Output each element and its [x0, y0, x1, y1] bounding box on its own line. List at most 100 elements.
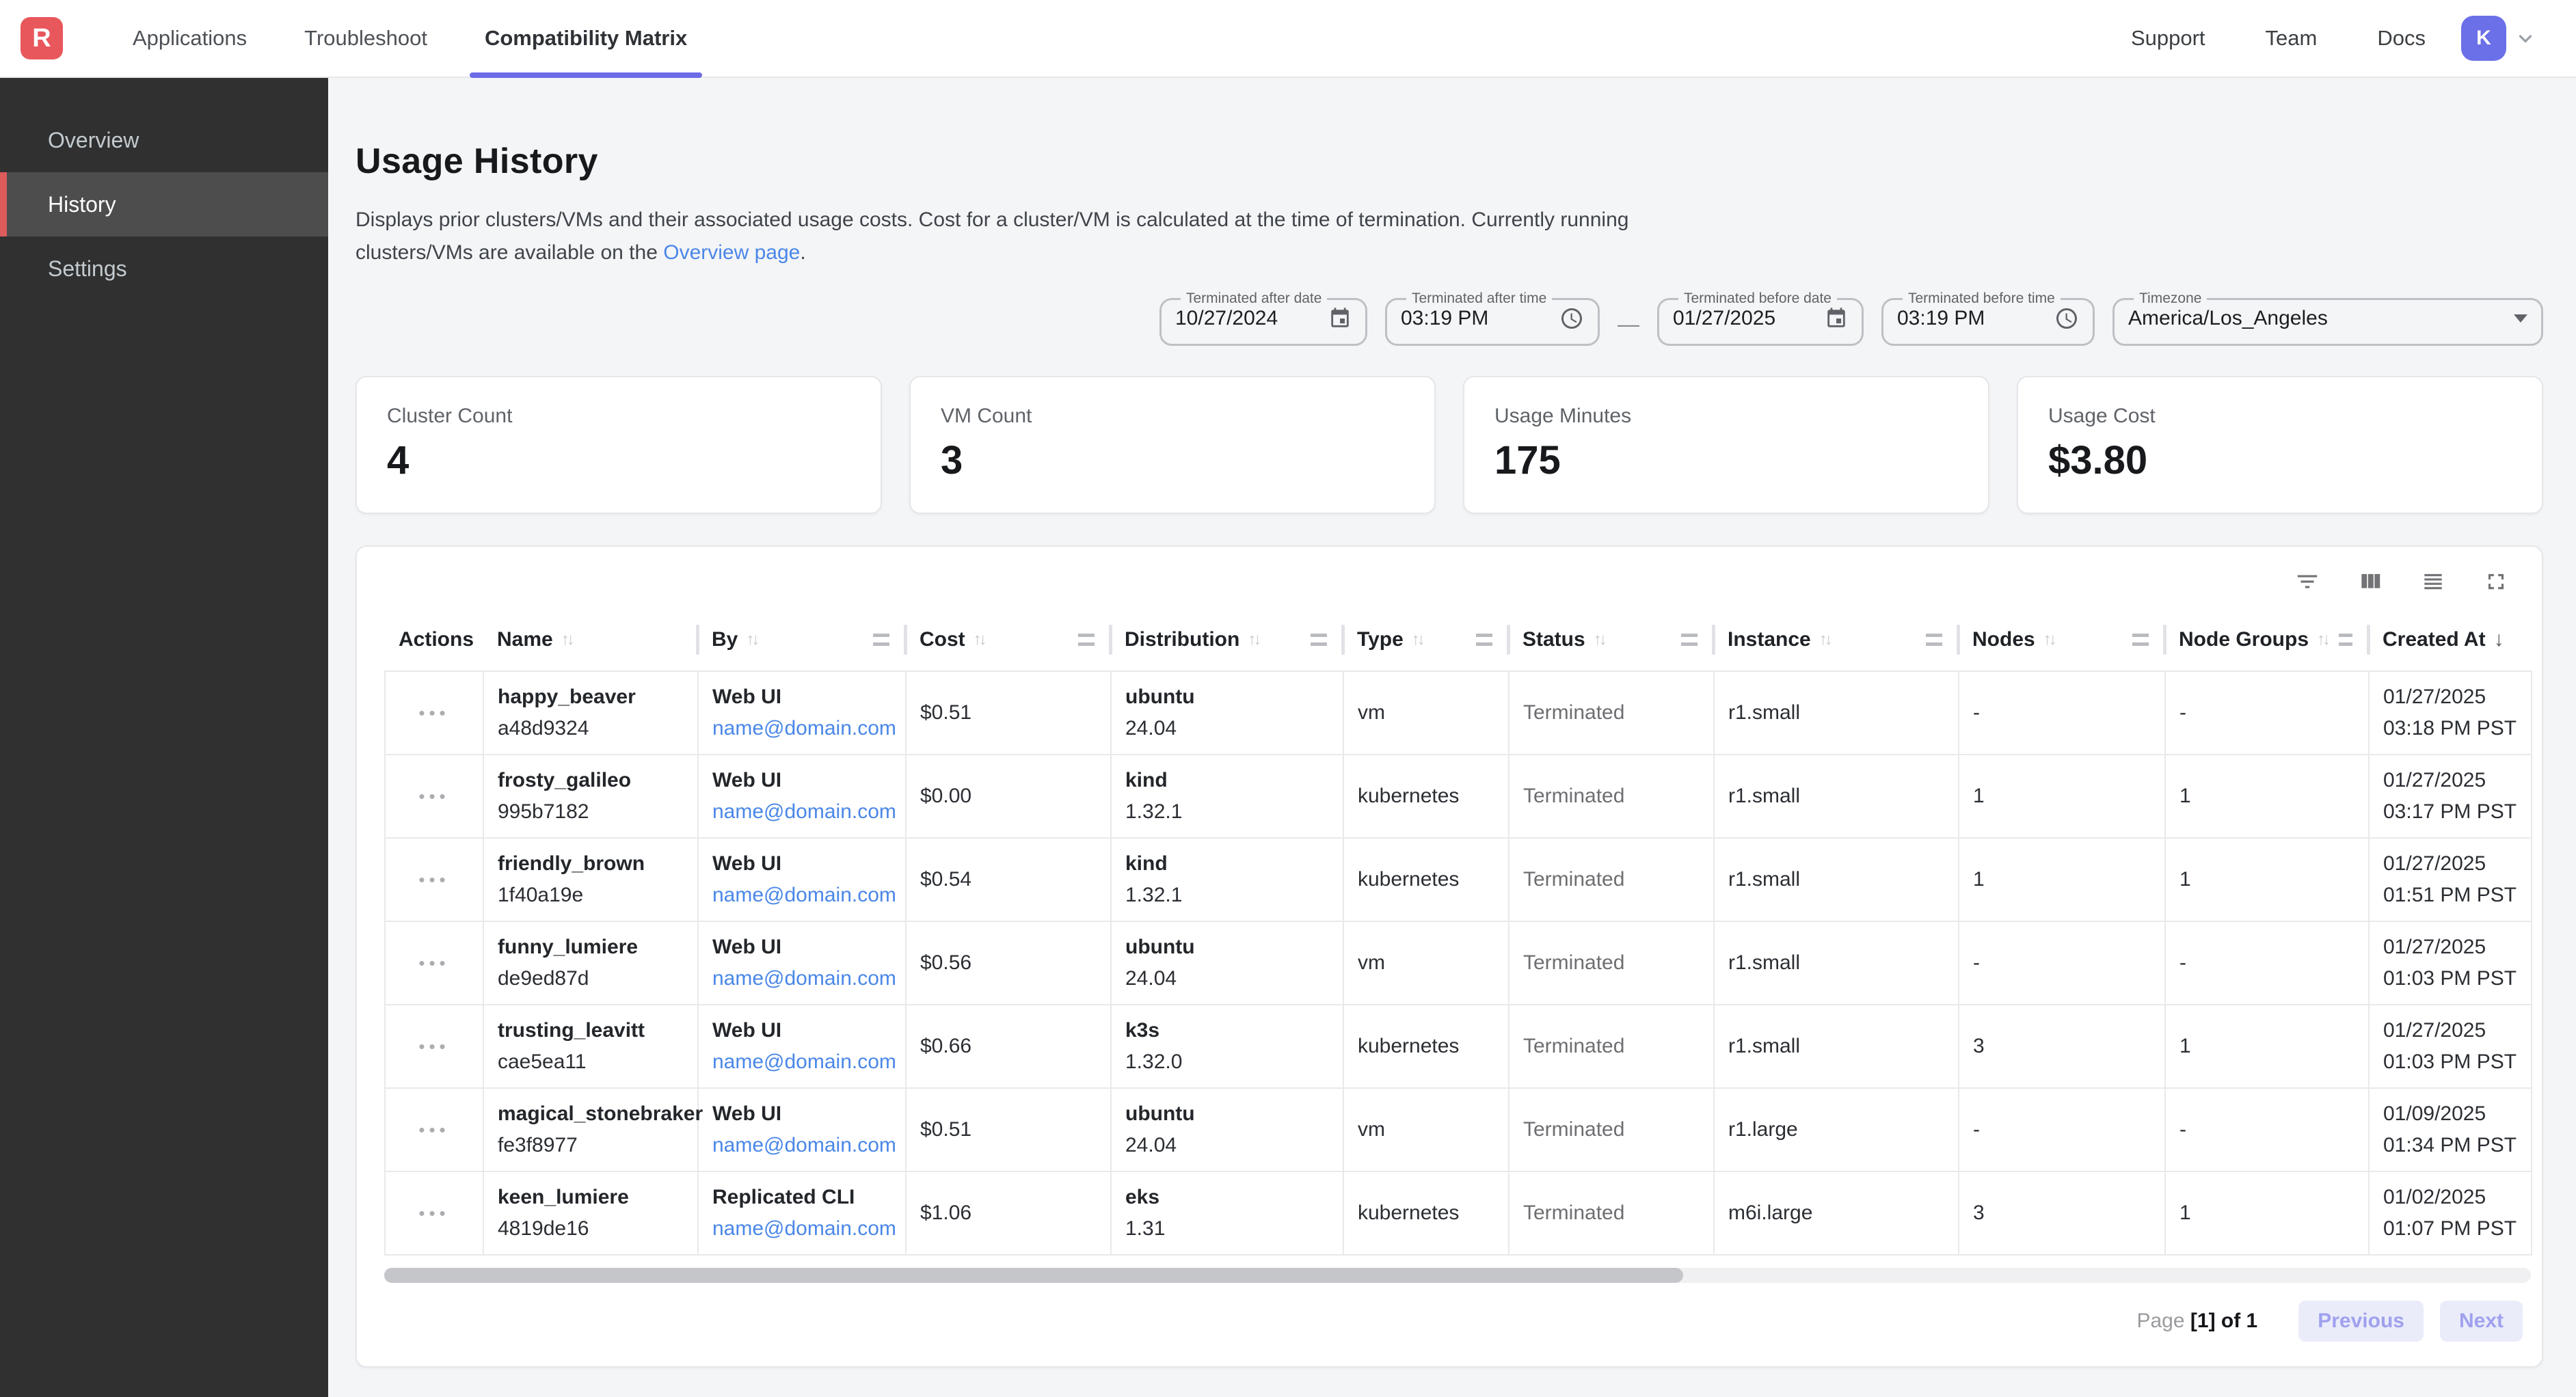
field-value[interactable]: 03:19 PM	[1897, 307, 1985, 330]
tab-troubleshoot[interactable]: Troubleshoot	[289, 0, 442, 77]
column-menu-icon[interactable]	[1926, 634, 1942, 646]
column-header-cost[interactable]: Cost	[906, 608, 1111, 671]
cluster-name: happy_beaver	[498, 686, 684, 709]
by-email-link[interactable]: name@domain.com	[712, 1134, 891, 1157]
field-value[interactable]: America/Los_Angeles	[2128, 307, 2328, 330]
column-menu-icon[interactable]	[1078, 634, 1095, 646]
table-row: happy_beavera48d9324 Web UIname@domain.c…	[385, 671, 2532, 755]
field-label: Terminated after time	[1406, 291, 1552, 306]
replicated-logo[interactable]: R	[21, 17, 63, 59]
node-groups-cell: -	[2165, 921, 2369, 1005]
usage-table-card: Actions Name By Cost Distribution Type S…	[355, 545, 2543, 1368]
distribution-name: kind	[1125, 769, 1329, 792]
column-header-created-at[interactable]: Created At	[2369, 608, 2532, 671]
row-actions-menu-icon[interactable]	[399, 1120, 469, 1141]
by-email-link[interactable]: name@domain.com	[712, 1050, 891, 1074]
status-cell: Terminated	[1509, 838, 1714, 921]
column-menu-icon[interactable]	[1476, 634, 1492, 646]
column-header-by[interactable]: By	[698, 608, 906, 671]
nodes-cell: 1	[1959, 838, 2165, 921]
stat-value: 175	[1494, 437, 1958, 483]
field-value[interactable]: 10/27/2024	[1175, 307, 1278, 330]
instance-cell: m6i.large	[1714, 1171, 1959, 1255]
column-header-distribution[interactable]: Distribution	[1111, 608, 1343, 671]
avatar: K	[2461, 16, 2506, 61]
chevron-down-icon	[2513, 26, 2538, 51]
tab-compatibility-matrix[interactable]: Compatibility Matrix	[470, 0, 702, 77]
type-cell: vm	[1343, 921, 1509, 1005]
terminated-after-time-field[interactable]: Terminated after time 03:19 PM	[1385, 291, 1600, 346]
next-page-button[interactable]: Next	[2440, 1301, 2523, 1342]
distribution-cell: kind1.32.1	[1111, 838, 1343, 921]
density-icon[interactable]	[2420, 569, 2446, 595]
row-actions-menu-icon[interactable]	[399, 1203, 469, 1224]
column-header-status[interactable]: Status	[1509, 608, 1714, 671]
row-actions-cell	[385, 1005, 483, 1088]
filter-icon[interactable]	[2294, 569, 2320, 595]
column-header-instance[interactable]: Instance	[1714, 608, 1959, 671]
terminated-before-time-field[interactable]: Terminated before time 03:19 PM	[1881, 291, 2095, 346]
account-menu-button[interactable]: K	[2461, 16, 2538, 61]
by-email-link[interactable]: name@domain.com	[712, 967, 891, 990]
sidebar-item-history[interactable]: History	[0, 172, 328, 236]
column-header-name[interactable]: Name	[483, 608, 698, 671]
fullscreen-icon[interactable]	[2483, 569, 2509, 595]
column-menu-icon[interactable]	[873, 634, 889, 646]
by-cell: Web UIname@domain.com	[698, 838, 906, 921]
cluster-id: de9ed87d	[498, 967, 684, 990]
row-actions-menu-icon[interactable]	[399, 953, 469, 974]
main-content: Usage History Displays prior clusters/VM…	[328, 78, 2576, 1368]
horizontal-scrollbar-thumb[interactable]	[384, 1268, 1683, 1283]
sidebar-item-settings[interactable]: Settings	[0, 236, 328, 301]
nav-link-support[interactable]: Support	[2131, 26, 2205, 51]
sort-icon	[974, 630, 984, 649]
sidebar-item-overview[interactable]: Overview	[0, 108, 328, 172]
distribution-version: 1.32.0	[1125, 1050, 1329, 1074]
column-menu-icon[interactable]	[1681, 634, 1698, 646]
sort-icon	[1594, 630, 1605, 649]
cluster-id: fe3f8977	[498, 1134, 684, 1157]
column-header-type[interactable]: Type	[1343, 608, 1509, 671]
horizontal-scrollbar-track	[384, 1268, 2531, 1283]
nav-link-team[interactable]: Team	[2266, 26, 2318, 51]
type-cell: vm	[1343, 1088, 1509, 1171]
nodes-cell: -	[1959, 1088, 2165, 1171]
column-menu-icon[interactable]	[2132, 634, 2149, 646]
columns-icon[interactable]	[2357, 569, 2383, 595]
distribution-version: 1.32.1	[1125, 884, 1329, 907]
row-actions-menu-icon[interactable]	[399, 1036, 469, 1057]
tab-applications[interactable]: Applications	[118, 0, 262, 77]
calendar-icon[interactable]	[1825, 307, 1848, 330]
row-actions-menu-icon[interactable]	[399, 703, 469, 724]
column-header-nodes[interactable]: Nodes	[1959, 608, 2165, 671]
column-menu-icon[interactable]	[2339, 634, 2352, 646]
calendar-icon[interactable]	[1328, 307, 1352, 330]
caret-down-icon[interactable]	[2514, 314, 2527, 323]
by-email-link[interactable]: name@domain.com	[712, 717, 891, 740]
by-email-link[interactable]: name@domain.com	[712, 1217, 891, 1240]
cost-cell: $0.66	[906, 1005, 1111, 1088]
created-time: 01:07 PM PST	[2383, 1217, 2517, 1240]
terminated-after-date-field[interactable]: Terminated after date 10/27/2024	[1159, 291, 1367, 346]
distribution-name: ubuntu	[1125, 686, 1329, 709]
sort-icon	[2043, 630, 2054, 649]
nav-link-docs[interactable]: Docs	[2377, 26, 2426, 51]
distribution-cell: kind1.32.1	[1111, 755, 1343, 838]
column-menu-icon[interactable]	[1311, 634, 1327, 646]
stat-card: VM Count 3	[909, 376, 1436, 514]
field-value[interactable]: 03:19 PM	[1401, 307, 1488, 330]
row-actions-menu-icon[interactable]	[399, 786, 469, 807]
overview-page-link[interactable]: Overview page	[663, 241, 800, 264]
terminated-before-date-field[interactable]: Terminated before date 01/27/2025	[1657, 291, 1864, 346]
distribution-cell: ubuntu24.04	[1111, 1088, 1343, 1171]
clock-icon[interactable]	[2054, 306, 2079, 331]
by-email-link[interactable]: name@domain.com	[712, 800, 891, 824]
field-value[interactable]: 01/27/2025	[1673, 307, 1775, 330]
column-header-node-groups[interactable]: Node Groups	[2165, 608, 2369, 671]
previous-page-button[interactable]: Previous	[2298, 1301, 2424, 1342]
row-actions-menu-icon[interactable]	[399, 869, 469, 891]
by-email-link[interactable]: name@domain.com	[712, 884, 891, 907]
name-cell: frosty_galileo995b7182	[483, 755, 698, 838]
clock-icon[interactable]	[1559, 306, 1584, 331]
timezone-select[interactable]: Timezone America/Los_Angeles	[2112, 291, 2543, 346]
